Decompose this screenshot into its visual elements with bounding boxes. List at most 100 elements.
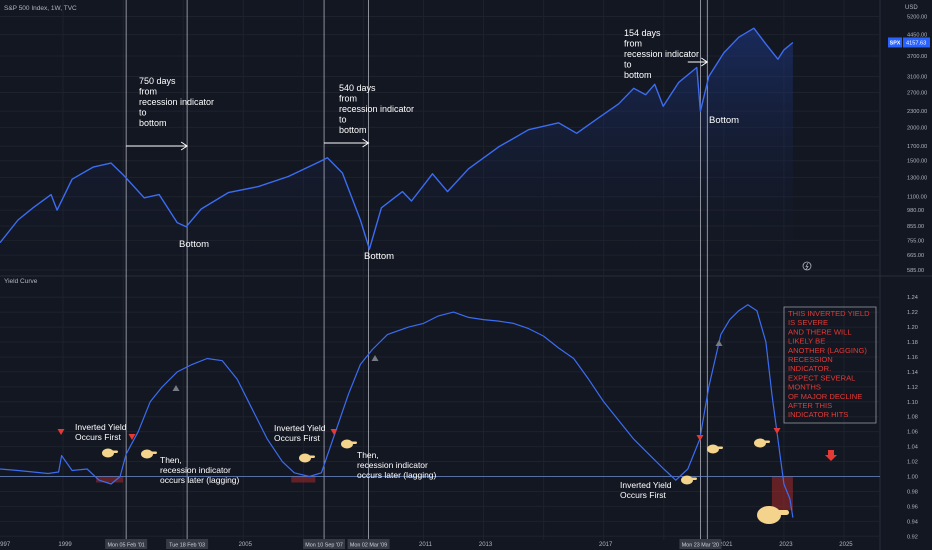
pointing-hand-icon-finger xyxy=(716,446,723,449)
annotation-750-days: bottom xyxy=(139,118,167,128)
inversion-marker xyxy=(773,428,781,434)
pointing-hand-icon-palm xyxy=(299,453,311,463)
currency-label: USD xyxy=(905,5,918,11)
date-label: Mon 05 Feb '01 xyxy=(107,543,144,549)
callout-line: ANOTHER (LAGGING) xyxy=(788,346,867,355)
pointing-hand-icon-finger xyxy=(350,441,357,444)
annotation-154-days: from xyxy=(624,39,642,49)
annotation-bottom: Bottom xyxy=(179,239,209,250)
x-tick-label: 1997 xyxy=(0,542,11,548)
annotation-154-days: to xyxy=(624,60,632,70)
duration-arrow-head xyxy=(180,141,189,151)
pointing-hand-icon-palm xyxy=(141,449,153,459)
pointing-hand-icon xyxy=(141,449,157,459)
annotation-540-days: from xyxy=(339,94,357,104)
yield-tick-label: 1.24 xyxy=(907,295,918,301)
annotation-inverted-yield: Occurs First xyxy=(274,433,320,443)
annotation-540-days: 540 days xyxy=(339,83,376,93)
date-label-bg xyxy=(166,539,209,549)
yield-tick-label: 1.16 xyxy=(907,355,918,361)
pointing-hand-icon xyxy=(707,444,723,454)
annotation-154-days: bottom xyxy=(624,70,652,80)
pointing-hand-icon-finger xyxy=(690,477,697,480)
inversion-marker xyxy=(57,429,65,435)
price-tick-label: 1700.00 xyxy=(907,144,927,150)
annotation-lagging-indicator: recession indicator xyxy=(357,460,428,470)
annotation-lagging-indicator: Then, xyxy=(160,455,182,465)
date-label-bg xyxy=(679,539,722,549)
annotation-inverted-yield: Inverted Yield xyxy=(274,423,326,433)
yield-tick-label: 1.06 xyxy=(907,430,918,436)
annotation-154-days: recession indicator xyxy=(624,49,699,59)
yield-tick-label: 1.02 xyxy=(907,460,918,466)
callout-line: INDICATOR HITS xyxy=(788,410,848,419)
pointing-hand-icon xyxy=(754,438,770,448)
callout-line: INDICATOR. xyxy=(788,364,831,373)
date-label: Tue 18 Feb '03 xyxy=(169,543,205,549)
yield-tick-label: 0.98 xyxy=(907,489,918,495)
spx-area-fill xyxy=(0,28,793,271)
inversion-marker xyxy=(128,434,136,440)
annotation-540-days: recession indicator xyxy=(339,104,414,114)
price-tick-label: 4450.00 xyxy=(907,33,927,39)
price-tick-label: 1100.00 xyxy=(907,195,927,201)
price-tick-label: 3100.00 xyxy=(907,75,927,81)
annotation-540-days: bottom xyxy=(339,125,367,135)
inversion-shade xyxy=(771,476,793,511)
pointing-hand-icon-finger xyxy=(150,451,157,454)
inversion-shade xyxy=(96,476,124,483)
annotation-154-days: 154 days xyxy=(624,28,661,38)
yield-tick-label: 0.94 xyxy=(907,519,918,525)
lightning-icon[interactable] xyxy=(802,261,812,271)
callout-line: EXPECT SEVERAL xyxy=(788,373,855,382)
price-tick-label: 3700.00 xyxy=(907,54,927,60)
pointing-hand-icon xyxy=(341,439,357,449)
annotation-lagging-indicator: Then, xyxy=(357,450,379,460)
steepening-marker xyxy=(715,340,723,346)
x-tick-label: 2021 xyxy=(719,542,733,548)
callout-line: LIKELY BE xyxy=(788,337,825,346)
callout-line: MONTHS xyxy=(788,383,821,392)
pointing-hand-icon-finger xyxy=(763,440,770,443)
lightning-icon-glyph xyxy=(805,262,809,270)
yield-series-line[interactable] xyxy=(0,304,794,518)
price-tick-label: 855.00 xyxy=(907,224,924,230)
price-tick-label: 585.00 xyxy=(907,268,924,274)
callout-line: OF MAJOR DECLINE xyxy=(788,392,862,401)
pointing-hand-icon-finger xyxy=(111,450,118,453)
callout-line: IS SEVERE xyxy=(788,318,828,327)
x-tick-label: 1999 xyxy=(58,542,72,548)
price-tick-label: 755.00 xyxy=(907,238,924,244)
duration-arrow-head xyxy=(362,138,370,148)
yield-tick-label: 1.10 xyxy=(907,400,918,406)
date-label: Mon 10 Sep '07 xyxy=(305,543,343,549)
inversion-marker xyxy=(696,435,704,441)
price-tick-label: 5200.00 xyxy=(907,15,927,21)
price-tick-label: 980.00 xyxy=(907,208,924,214)
date-label-bg xyxy=(105,539,148,549)
date-label-bg xyxy=(303,539,346,549)
pointing-hand-icon-palm xyxy=(754,438,766,448)
steepening-marker xyxy=(371,355,379,361)
steepening-marker xyxy=(172,385,180,391)
pointing-hand-icon xyxy=(681,475,697,485)
callout-box xyxy=(783,306,877,424)
yield-tick-label: 1.14 xyxy=(907,370,918,376)
yield-tick-label: 1.04 xyxy=(907,445,918,451)
x-tick-label: 2013 xyxy=(479,542,493,548)
annotation-lagging-indicator: occurs later (lagging) xyxy=(160,475,240,485)
yield-tick-label: 1.00 xyxy=(907,475,918,481)
yield-tick-label: 0.92 xyxy=(907,534,918,540)
pointing-hand-icon-palm xyxy=(707,444,719,454)
pointing-hand-icon xyxy=(299,453,315,463)
yield-tick-label: 1.08 xyxy=(907,415,918,421)
callout-line: AFTER THIS xyxy=(788,401,832,410)
callout-line: AND THERE WILL xyxy=(788,327,852,336)
spx-series-line[interactable] xyxy=(0,27,794,250)
chart-title: S&P 500 Index, 1W, TVC xyxy=(4,5,77,12)
callout-line: THIS INVERTED YIELD xyxy=(788,309,870,318)
price-tick-label: 1500.00 xyxy=(907,159,927,165)
annotation-540-days: to xyxy=(339,115,347,125)
annotation-lagging-indicator: recession indicator xyxy=(160,465,231,475)
annotation-750-days: to xyxy=(139,108,147,118)
